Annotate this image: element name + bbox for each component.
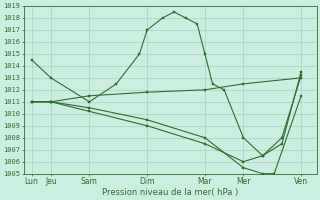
X-axis label: Pression niveau de la mer( hPa ): Pression niveau de la mer( hPa )	[102, 188, 238, 197]
